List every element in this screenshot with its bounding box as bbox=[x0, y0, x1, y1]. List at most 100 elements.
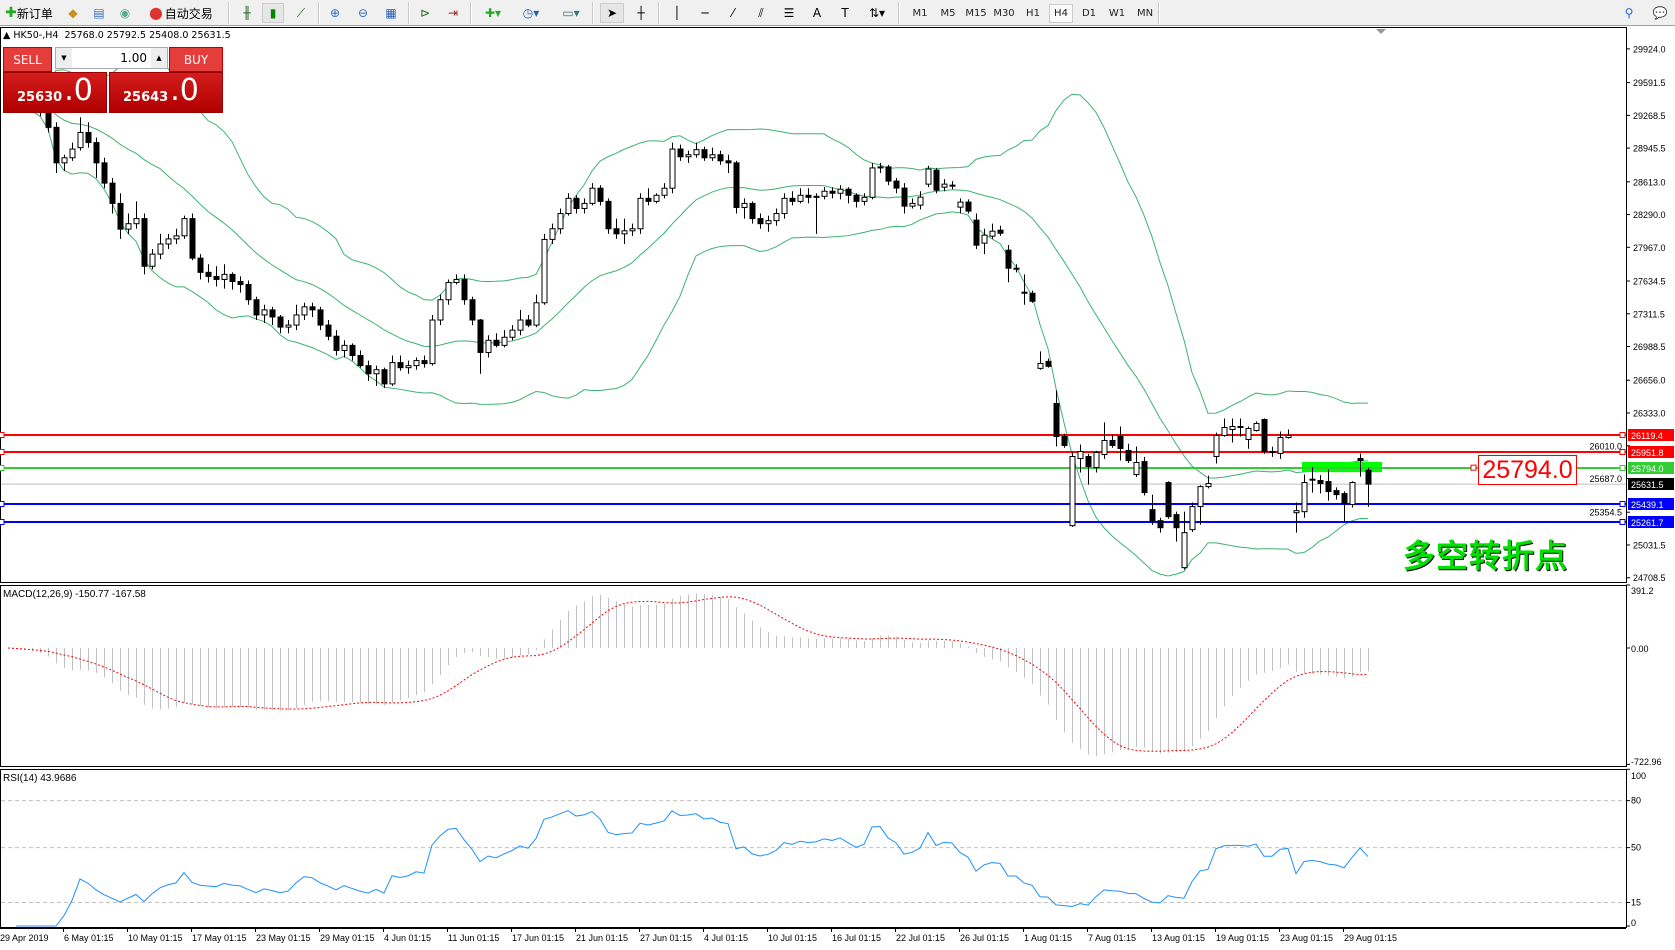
sell-button[interactable]: SELL bbox=[3, 47, 52, 72]
candle bbox=[421, 355, 428, 368]
candle-body-bullish bbox=[413, 360, 420, 367]
candle-body-bullish bbox=[765, 220, 772, 225]
separator bbox=[228, 2, 230, 24]
candle-body-bearish bbox=[1333, 490, 1340, 496]
timeframe-w1[interactable]: W1 bbox=[1108, 8, 1126, 19]
rsi-panel: RSI(14) 43.9686 100 80 50 15 0 bbox=[1, 768, 1646, 928]
rsi-line bbox=[16, 810, 1369, 927]
timeframe-m30[interactable]: M30 bbox=[993, 8, 1015, 19]
candle-body-bearish bbox=[93, 142, 100, 164]
lot-increase-icon[interactable]: ▲ bbox=[151, 48, 167, 68]
price-axis-label: 26010.0 bbox=[1589, 441, 1622, 451]
candle-body-bullish bbox=[1021, 291, 1028, 294]
candle-body-bullish bbox=[581, 202, 588, 209]
candle-body-bullish bbox=[685, 154, 692, 158]
line-handle-icon[interactable] bbox=[0, 432, 5, 438]
chart-shift-marker-icon[interactable] bbox=[1376, 29, 1386, 34]
text-annotation[interactable]: 多空转折点 bbox=[1403, 537, 1569, 575]
candle-body-bullish bbox=[821, 190, 828, 197]
timeframe-mn[interactable]: MN bbox=[1136, 8, 1154, 19]
price-axis-label: 26656.0 bbox=[1633, 376, 1666, 386]
vertical-line-icon[interactable]: │ bbox=[673, 6, 681, 20]
candle bbox=[1117, 426, 1124, 461]
text-label-icon[interactable]: T bbox=[841, 6, 849, 20]
time-axis-label: 29 Apr 2019 bbox=[0, 933, 49, 943]
timeframe-h1[interactable]: H1 bbox=[1026, 8, 1040, 19]
line-handle-icon[interactable] bbox=[0, 501, 5, 507]
arrows-icon[interactable]: ⇅▾ bbox=[868, 6, 886, 20]
separator bbox=[470, 2, 472, 24]
fibonacci-icon[interactable]: ☰ bbox=[783, 6, 795, 20]
timeframe-m15[interactable]: M15 bbox=[965, 8, 987, 19]
line-chart-icon[interactable]: ⟋ bbox=[296, 5, 306, 20]
candle bbox=[125, 213, 132, 234]
text-icon[interactable]: A bbox=[812, 6, 822, 20]
candle bbox=[221, 264, 228, 289]
market-watch-icon[interactable]: ◆ bbox=[68, 6, 78, 20]
line-handle-icon[interactable] bbox=[1619, 519, 1626, 525]
timeframe-m5[interactable]: M5 bbox=[940, 8, 956, 19]
line-handle-icon[interactable] bbox=[0, 519, 5, 525]
cursor-icon[interactable]: ➤ bbox=[600, 3, 624, 23]
time-axis-label: 4 Jul 01:15 bbox=[704, 933, 748, 943]
crosshair-icon[interactable]: ┼ bbox=[637, 6, 645, 20]
zoom-in-icon[interactable]: ⊕ bbox=[329, 6, 341, 20]
bar-chart-icon[interactable]: ╫ bbox=[243, 6, 251, 20]
price-axis-label: 28290.0 bbox=[1633, 210, 1666, 220]
timeframe-h4[interactable]: H4 bbox=[1049, 4, 1073, 23]
candle-body-bullish bbox=[221, 273, 228, 280]
candle bbox=[1045, 358, 1052, 368]
candle-body-bearish bbox=[101, 162, 108, 184]
navigator-icon[interactable]: ▤ bbox=[93, 6, 105, 20]
candle bbox=[349, 343, 356, 361]
indicators-icon[interactable]: ✚▾ bbox=[484, 6, 502, 20]
timeframe-d1[interactable]: D1 bbox=[1081, 8, 1097, 19]
line-handle-icon[interactable] bbox=[1619, 449, 1626, 455]
chat-icon[interactable]: 💬 bbox=[1652, 6, 1668, 20]
line-handle-icon[interactable] bbox=[0, 449, 5, 455]
lot-decrease-icon[interactable]: ▼ bbox=[56, 48, 72, 68]
candle-body-bearish bbox=[189, 218, 196, 259]
auto-trading-button[interactable]: ⬤ 自动交易 bbox=[140, 3, 222, 23]
chart-shift-icon[interactable]: ⇥ bbox=[447, 6, 459, 20]
lot-size-input[interactable]: 1.00 bbox=[120, 51, 147, 65]
macd-signal-line bbox=[7, 596, 1369, 752]
templates-icon[interactable]: ▭▾ bbox=[562, 6, 580, 20]
time-axis-label: 26 Jul 01:15 bbox=[960, 933, 1009, 943]
candlestick-icon[interactable]: ▮ bbox=[262, 3, 284, 23]
line-handle-icon[interactable] bbox=[1619, 501, 1626, 507]
candle-body-bullish bbox=[661, 187, 668, 196]
candle-body-bearish bbox=[1061, 436, 1068, 446]
lot-size-stepper[interactable]: ▼ 1.00 ▲ bbox=[55, 47, 168, 69]
equidistant-channel-icon[interactable]: ⫽ bbox=[758, 5, 764, 20]
candle bbox=[629, 223, 636, 236]
price-label-handle-icon[interactable] bbox=[1470, 464, 1477, 471]
periods-icon[interactable]: ◷▾ bbox=[522, 6, 540, 20]
search-icon[interactable]: ⚲ bbox=[1624, 6, 1634, 20]
signals-icon[interactable]: ◉ bbox=[119, 6, 131, 20]
line-handle-icon[interactable] bbox=[1619, 465, 1626, 471]
line-handle-icon[interactable] bbox=[0, 465, 5, 471]
candle bbox=[485, 335, 492, 358]
candle-body-bullish bbox=[293, 314, 300, 326]
candle bbox=[141, 213, 148, 275]
candle bbox=[365, 360, 372, 381]
auto-scroll-icon[interactable]: ⊳ bbox=[419, 6, 431, 20]
horizontal-line-icon[interactable]: ─ bbox=[701, 6, 709, 20]
candle bbox=[85, 122, 92, 148]
price-label-annotation[interactable]: 25794.0 bbox=[1478, 455, 1577, 485]
tile-windows-icon[interactable]: ▦ bbox=[385, 6, 397, 20]
zoom-out-icon[interactable]: ⊖ bbox=[357, 6, 369, 20]
candle bbox=[557, 208, 564, 234]
timeframe-m1[interactable]: M1 bbox=[912, 8, 928, 19]
new-order-button[interactable]: ✚ 新订单 bbox=[0, 3, 58, 23]
line-handle-icon[interactable] bbox=[1619, 432, 1626, 438]
candle bbox=[541, 233, 548, 305]
candle-body-bullish bbox=[1301, 482, 1308, 513]
trendline-icon[interactable]: ⁄ bbox=[731, 6, 734, 20]
candle bbox=[1005, 244, 1012, 283]
sell-price-button[interactable]: 25630.0 bbox=[3, 72, 107, 113]
buy-price-button[interactable]: 25643.0 bbox=[109, 72, 223, 113]
buy-button[interactable]: BUY bbox=[169, 47, 223, 72]
